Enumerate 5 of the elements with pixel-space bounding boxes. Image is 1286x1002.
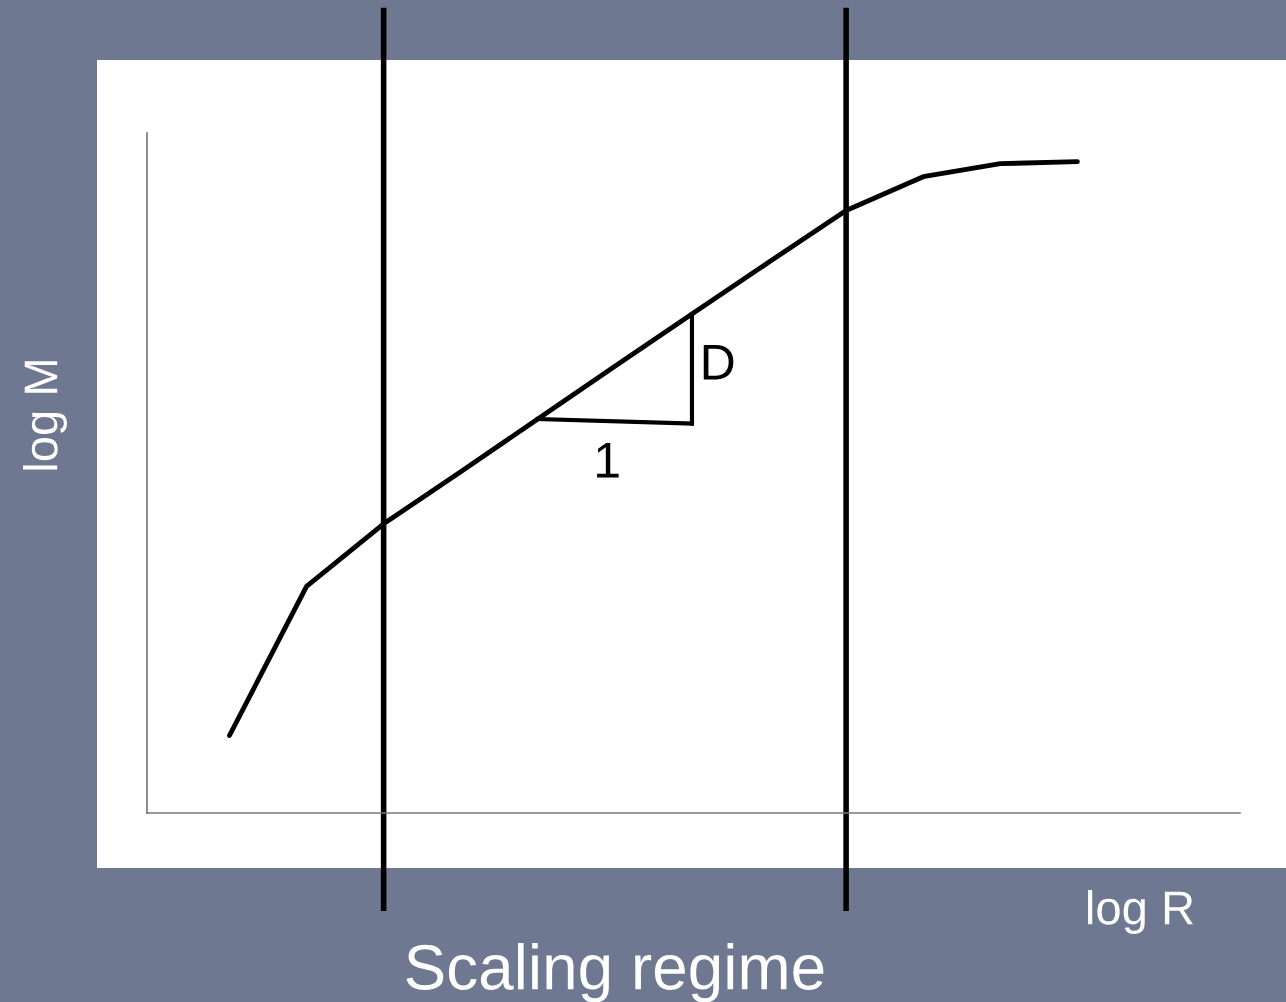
annotation: 1: [597, 443, 619, 478]
y-axis-title: log M: [22, 361, 68, 470]
annotation: D: [703, 345, 734, 380]
text: Scaling regime: [406, 943, 824, 1002]
x-axis-title: log R: [1088, 889, 1193, 935]
